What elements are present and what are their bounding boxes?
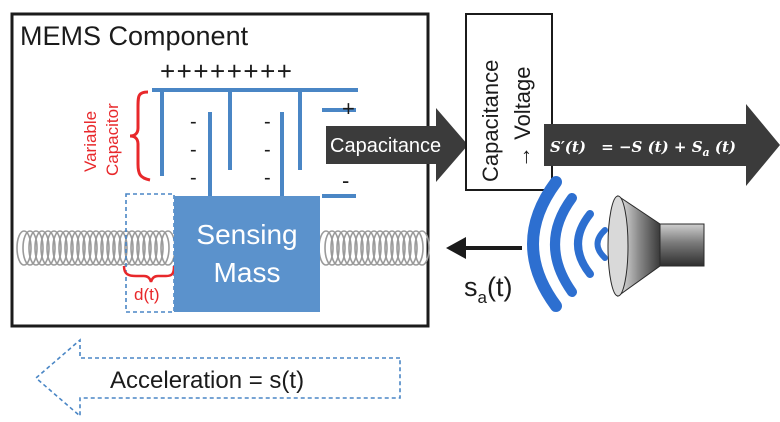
spring-coil — [22, 230, 38, 266]
spring-coil — [148, 230, 164, 266]
output-equation-tail: (t) — [710, 138, 736, 156]
converter-label-line2: → Voltage — [510, 66, 535, 168]
converter-label-line1: Capacitance — [478, 60, 503, 182]
spring-coil — [76, 230, 92, 266]
acoustic-signal-subscript: a — [478, 288, 488, 307]
minus-sign: - — [190, 167, 197, 189]
spring-coil — [88, 230, 104, 266]
right-spring — [318, 230, 430, 266]
variable-capacitor-label-line2: Capacitor — [103, 103, 122, 176]
spring-coil — [40, 230, 56, 266]
spring-coil — [354, 230, 370, 266]
spring-coil — [360, 230, 376, 266]
spring-coil — [348, 230, 364, 266]
variable-capacitor-label-line1: Variable — [81, 111, 100, 172]
spring-coil — [46, 230, 62, 266]
minus-sign: - — [190, 139, 197, 161]
speaker-icon — [607, 195, 705, 297]
spring-coil — [390, 230, 406, 266]
spring-coil — [142, 230, 158, 266]
spring-coil — [130, 230, 146, 266]
capacitor-plus-row: ++++++++ — [160, 56, 293, 86]
spring-coil — [94, 230, 110, 266]
sensing-mass-label-line2: Mass — [214, 257, 281, 288]
spring-coil — [64, 230, 80, 266]
spring-coil — [336, 230, 352, 266]
capacitance-voltage-converter — [465, 13, 553, 191]
displacement-label: d(t) — [134, 285, 160, 304]
spring-coil — [342, 230, 358, 266]
spring-coil — [324, 230, 340, 266]
spring-coil — [34, 230, 50, 266]
spring-coil — [408, 230, 424, 266]
spring-coil — [366, 230, 382, 266]
output-equation-subscript: a — [703, 146, 710, 159]
output-arrow — [544, 104, 780, 186]
plate-plus-sign: + — [342, 96, 355, 121]
spring-coil — [372, 230, 388, 266]
spring-coil — [330, 230, 346, 266]
capacitor-moving-plate — [208, 108, 356, 198]
spring-coil — [16, 230, 32, 266]
variable-capacitor-brace — [129, 90, 151, 182]
minus-sign: - — [264, 167, 271, 189]
spring-coil — [384, 230, 400, 266]
displacement-brace — [122, 265, 176, 283]
spring-coil — [52, 230, 68, 266]
spring-coil — [112, 230, 128, 266]
output-equation: S′(t) = −S (t) + Sa (t) — [550, 138, 736, 159]
mems-title: MEMS Component — [20, 21, 249, 51]
acoustic-signal-label: sa(t) — [464, 272, 512, 307]
acoustic-arrow — [446, 237, 522, 259]
acceleration-label: Acceleration = s(t) — [110, 367, 304, 394]
spring-coil — [136, 230, 152, 266]
output-equation-lhs: S′(t) — [550, 138, 586, 156]
output-equation-rhs: = −S (t) + S — [601, 138, 703, 156]
capacitance-arrow-label: Capacitance — [330, 135, 441, 157]
spring-coil — [100, 230, 116, 266]
acoustic-signal-base: s — [464, 272, 478, 302]
spring-coil — [82, 230, 98, 266]
sound-wave-icon — [527, 176, 608, 312]
finger-minus-signs: - - - - - - — [190, 111, 271, 189]
spring-coil — [402, 230, 418, 266]
acceleration-arrow — [34, 338, 401, 418]
sensing-mass — [174, 196, 320, 312]
acoustic-signal-tail: (t) — [487, 272, 512, 302]
spring-coil — [28, 230, 44, 266]
spring-coil — [70, 230, 86, 266]
capacitor-fixed-plate — [152, 88, 358, 176]
spring-coil — [378, 230, 394, 266]
sensing-mass-label-line1: Sensing — [196, 219, 297, 250]
spring-coil — [414, 230, 430, 266]
spring-coil — [396, 230, 412, 266]
minus-sign: - — [264, 111, 271, 133]
spring-coil — [106, 230, 122, 266]
spring-coil — [124, 230, 140, 266]
capacitance-arrow — [326, 108, 468, 182]
spring-coil — [154, 230, 170, 266]
spring-coil — [58, 230, 74, 266]
plate-minus-sign: - — [342, 168, 349, 193]
minus-sign: - — [264, 139, 271, 161]
minus-sign: - — [190, 111, 197, 133]
